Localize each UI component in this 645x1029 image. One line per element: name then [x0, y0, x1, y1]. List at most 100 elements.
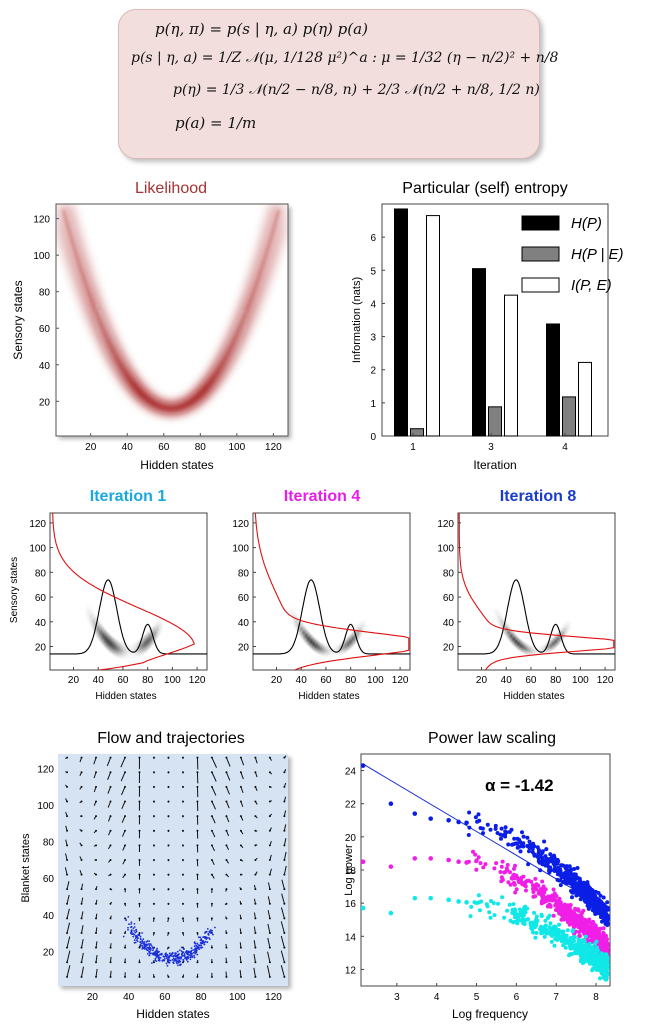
flow-arrow-base [210, 961, 213, 964]
power-xtick-label: 4 [434, 992, 440, 1003]
power-point [604, 940, 609, 945]
power-point [598, 898, 602, 903]
power-point [565, 928, 570, 933]
flow-arrow-base [181, 771, 184, 774]
flow-arrow-base [167, 844, 170, 847]
entropy-bar [394, 208, 408, 437]
power-point [471, 849, 475, 854]
flow-arrow-base [254, 917, 257, 920]
flow-arrows [64, 755, 287, 978]
trajectory-point [151, 962, 153, 964]
flow-arrow-base [95, 858, 98, 861]
flow-arrow-base [239, 858, 242, 861]
trajectory-point [132, 933, 135, 935]
power-point [361, 763, 366, 768]
power-point [585, 927, 590, 932]
power-point [563, 864, 568, 869]
power-point [521, 834, 526, 839]
trajectory-point [192, 949, 195, 951]
flow-arrow-base [167, 829, 170, 832]
flow-arrow-base [138, 800, 141, 803]
power-point [543, 854, 548, 859]
iteration-1-ylabel: Sensory states [9, 557, 20, 623]
power-point [552, 930, 557, 934]
trajectory-point [154, 959, 157, 962]
power-point [540, 930, 545, 935]
flow-xtick-label: 80 [196, 992, 208, 1003]
flow-arrow-base [225, 902, 228, 905]
likelihood-column [58, 204, 62, 244]
power-point [499, 836, 503, 841]
power-point [582, 949, 587, 954]
power-point [581, 943, 586, 948]
trajectory-point [178, 953, 181, 955]
iteration-ytick-label: 60 [443, 593, 455, 604]
entropy-xtick-label: 1 [410, 442, 416, 453]
flow-arrow-base [196, 975, 199, 978]
flow-arrow-base [109, 975, 112, 978]
likelihood-column [283, 204, 286, 238]
flow-arrow [65, 853, 68, 861]
flow-arrow-base [80, 785, 83, 788]
flow-arrow-base [225, 873, 228, 876]
trajectory-point [171, 959, 174, 961]
power-point [499, 875, 504, 880]
likelihood-xtick-label: 20 [85, 442, 97, 453]
trajectory-point [150, 943, 152, 945]
power-point [506, 842, 511, 847]
flow-arrow-base [225, 844, 228, 847]
trajectory-point [206, 928, 209, 930]
flow-arrow-base [138, 756, 141, 759]
trajectory-point [149, 949, 152, 951]
flow-arrow-base [66, 829, 69, 832]
legend-label: I(P, E) [571, 277, 612, 294]
flow-arrow [225, 815, 230, 823]
trajectory-point [148, 951, 151, 954]
trajectory-point [151, 946, 154, 949]
power-point [503, 825, 508, 830]
flow-arrow-base [196, 858, 199, 861]
power-point [574, 885, 578, 890]
iteration-1-plot: 20 40 60 80 100 120 20 40 60 80 100 120 [29, 512, 208, 686]
trajectory-point [166, 953, 169, 956]
flow-arrow-base [138, 975, 141, 978]
power-point [575, 866, 580, 870]
power-point [554, 902, 559, 907]
flow-arrow-base [239, 932, 242, 935]
flow-arrow-base [225, 800, 228, 803]
power-point [600, 971, 605, 976]
trajectory-point [178, 959, 181, 962]
power-point [555, 938, 560, 942]
trajectory-point [167, 958, 170, 961]
power-point [514, 873, 519, 878]
flow-arrow-base [239, 873, 242, 876]
power-point [565, 873, 570, 878]
trajectory-point [134, 937, 137, 940]
flow-arrow [121, 830, 126, 837]
trajectory-point [200, 939, 203, 941]
iteration-xtick-label: 100 [367, 675, 384, 686]
power-point [514, 887, 519, 892]
trajectory-point [134, 931, 137, 934]
flow-arrow-base [152, 858, 155, 861]
flow-arrow-base [138, 771, 141, 774]
flow-arrow-base [239, 800, 242, 803]
power-point [512, 866, 516, 871]
power-point [546, 894, 551, 899]
power-point [544, 931, 549, 936]
power-point [527, 839, 532, 844]
flow-ytick-label: 100 [37, 801, 54, 812]
trajectory-point [125, 919, 127, 922]
flow-arrow-base [181, 917, 184, 920]
trajectory-point [135, 928, 138, 931]
power-point [585, 903, 590, 908]
likelihood-mean-curve [62, 209, 280, 410]
trajectory-point [150, 945, 153, 947]
power-point [605, 937, 609, 942]
flow-arrow [93, 772, 97, 779]
power-point [541, 887, 546, 892]
power-point [572, 912, 577, 917]
flow-arrow-base [138, 888, 141, 891]
power-point [498, 870, 503, 874]
flow-arrow-base [167, 756, 170, 759]
